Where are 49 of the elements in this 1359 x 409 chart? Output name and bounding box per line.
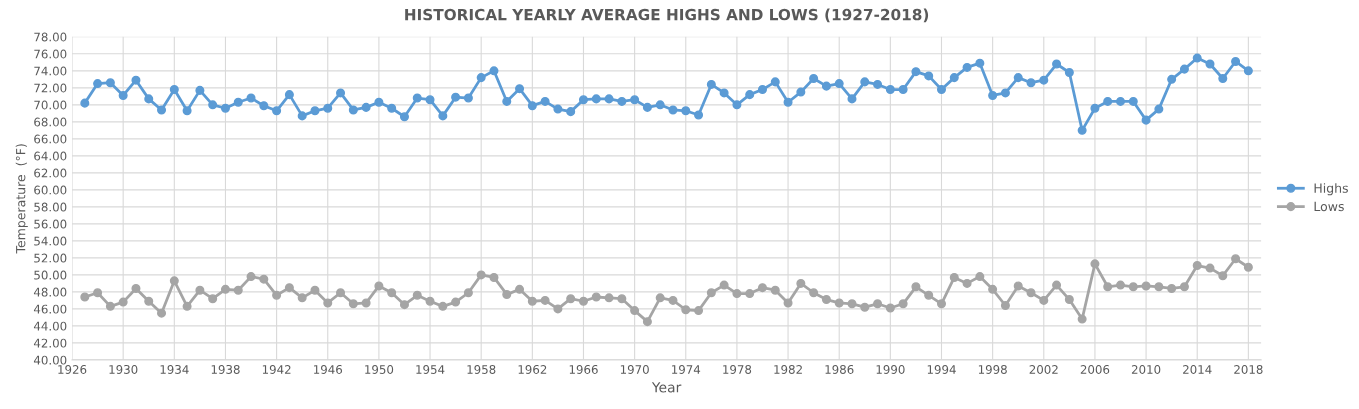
- x-tick-label: 1958: [467, 364, 496, 374]
- x-tick-label: 1970: [620, 364, 649, 374]
- y-tick-label: 76.00: [34, 49, 67, 59]
- x-tick-label: 1926: [58, 364, 87, 374]
- x-tick-label: 2002: [1029, 364, 1058, 374]
- y-tick-label: 56.00: [34, 219, 67, 229]
- x-tick-label: 2014: [1183, 364, 1212, 374]
- x-tick-label: 1950: [365, 364, 394, 374]
- y-tick-label: 40.00: [33, 355, 67, 365]
- x-tick-label: 1962: [518, 364, 547, 374]
- y-tick-label: 64.00: [34, 151, 67, 161]
- y-tick-label: 70.00: [34, 100, 67, 110]
- x-tick-label: 1982: [774, 364, 802, 374]
- x-tick-label: 1974: [672, 364, 701, 374]
- y-tick-label: 42.00: [33, 338, 67, 348]
- y-tick-label: 54.00: [34, 236, 67, 246]
- y-tick-label: 58.00: [34, 202, 67, 212]
- x-axis-title: Year: [651, 382, 682, 393]
- x-tick-label: 1942: [262, 364, 291, 374]
- x-tick-label: 1994: [927, 364, 956, 374]
- legend-label: Lows: [1314, 201, 1344, 212]
- y-tick-label: 62.00: [34, 168, 67, 178]
- x-tick-label: 1954: [416, 364, 445, 374]
- x-tick-label: 1938: [211, 364, 240, 374]
- legend-label: Highs: [1314, 183, 1348, 196]
- y-axis-title: Temperature (°F): [15, 144, 28, 254]
- x-tick-label: 2018: [1234, 364, 1263, 374]
- x-tick-label: 1934: [160, 364, 189, 374]
- x-tick-label: 1930: [109, 364, 138, 374]
- y-tick-label: 72.00: [34, 83, 67, 93]
- y-tick-label: 78.00: [34, 32, 67, 42]
- x-tick-label: 2010: [1131, 364, 1161, 374]
- x-tick-label: 1986: [825, 364, 854, 374]
- y-tick-label: 68.00: [34, 117, 67, 127]
- x-tick-label: 1946: [314, 364, 343, 374]
- y-tick-label: 74.00: [34, 66, 67, 76]
- y-tick-label: 52.00: [34, 253, 67, 263]
- y-tick-label: 48.00: [33, 287, 67, 297]
- chart-title: HISTORICAL YEARLY AVERAGE HIGHS AND LOWS (1927-2018): [405, 8, 929, 23]
- y-tick-label: 66.00: [34, 134, 67, 144]
- x-tick-label: 2006: [1080, 364, 1110, 374]
- x-tick-label: 1990: [876, 364, 905, 374]
- y-tick-label: 46.00: [33, 304, 67, 314]
- x-tick-label: 1966: [569, 364, 598, 374]
- y-tick-label: 60.00: [34, 185, 67, 195]
- y-tick-label: 44.00: [33, 321, 67, 331]
- y-tick-label: 50.00: [34, 270, 67, 280]
- x-tick-label: 1978: [723, 364, 752, 374]
- x-tick-label: 1998: [978, 364, 1007, 374]
